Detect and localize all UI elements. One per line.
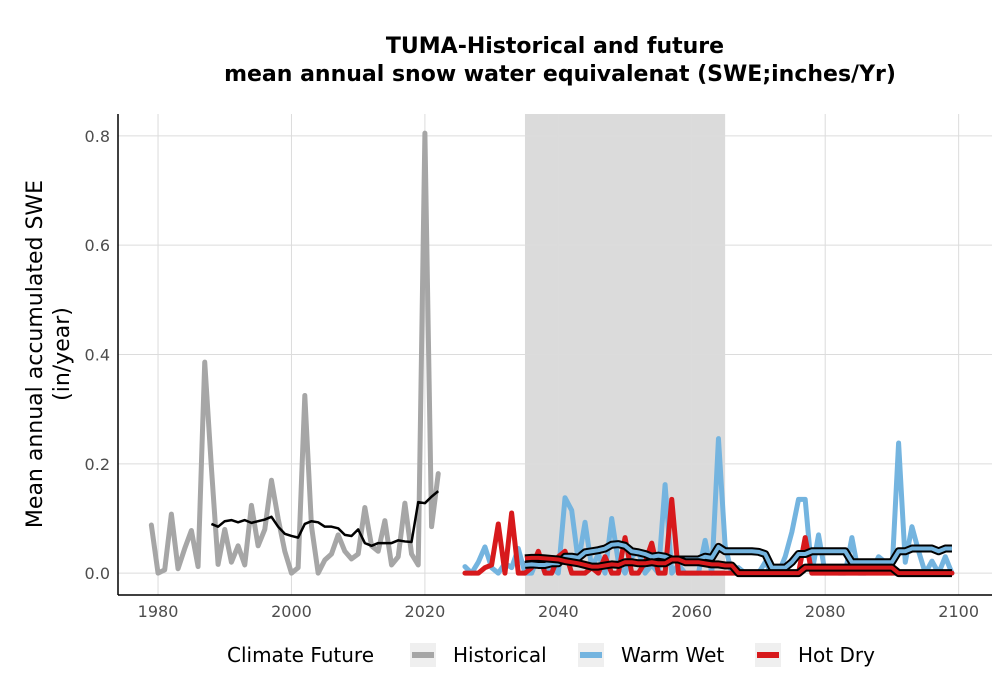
series-historical-rolling-mean-line xyxy=(210,490,440,548)
x-tick-label: 2100 xyxy=(938,602,979,621)
series-layer xyxy=(148,130,955,578)
series-hot-dry-rolling-mean-line xyxy=(524,555,952,576)
axes xyxy=(117,114,992,596)
x-tick-label: 2080 xyxy=(805,602,846,621)
legend-label-warm-wet: Warm Wet xyxy=(621,643,724,667)
legend-label-hot-dry: Hot Dry xyxy=(798,643,875,667)
y-axis-title-line-1: Mean annual accumulated SWE xyxy=(23,180,48,528)
y-tick-label: 0.2 xyxy=(85,455,110,474)
series-historical-line xyxy=(148,130,441,576)
y-tick-label: 0.8 xyxy=(85,127,110,146)
y-tick-label: 0.6 xyxy=(85,236,110,255)
x-tick-label: 2000 xyxy=(271,602,312,621)
y-tick-label: 0.0 xyxy=(85,564,110,583)
x-tick-label: 2060 xyxy=(671,602,712,621)
series-warm-wet-rolling-mean-line xyxy=(524,542,952,570)
x-tick-label: 2040 xyxy=(538,602,579,621)
x-tick-label: 1980 xyxy=(138,602,179,621)
y-tick-label: 0.4 xyxy=(85,346,110,365)
x-tick-label: 2020 xyxy=(405,602,446,621)
tick-labels: 1980 2000 2020 2040 2060 2080 2100 0.0 0.2 0.4 0.6… xyxy=(85,127,979,621)
legend: Climate Future Historical Warm Wet Hot Dry xyxy=(227,643,875,667)
chart-title-line-2: mean annual snow water equivalenat (SWE;… xyxy=(224,62,896,87)
series-hot-dry-line xyxy=(462,496,955,576)
legend-title: Climate Future xyxy=(227,643,374,667)
legend-label-historical: Historical xyxy=(453,643,547,667)
chart-title-line-1: TUMA-Historical and future xyxy=(386,34,724,59)
y-axis-title-line-2: (in/year) xyxy=(50,307,75,401)
